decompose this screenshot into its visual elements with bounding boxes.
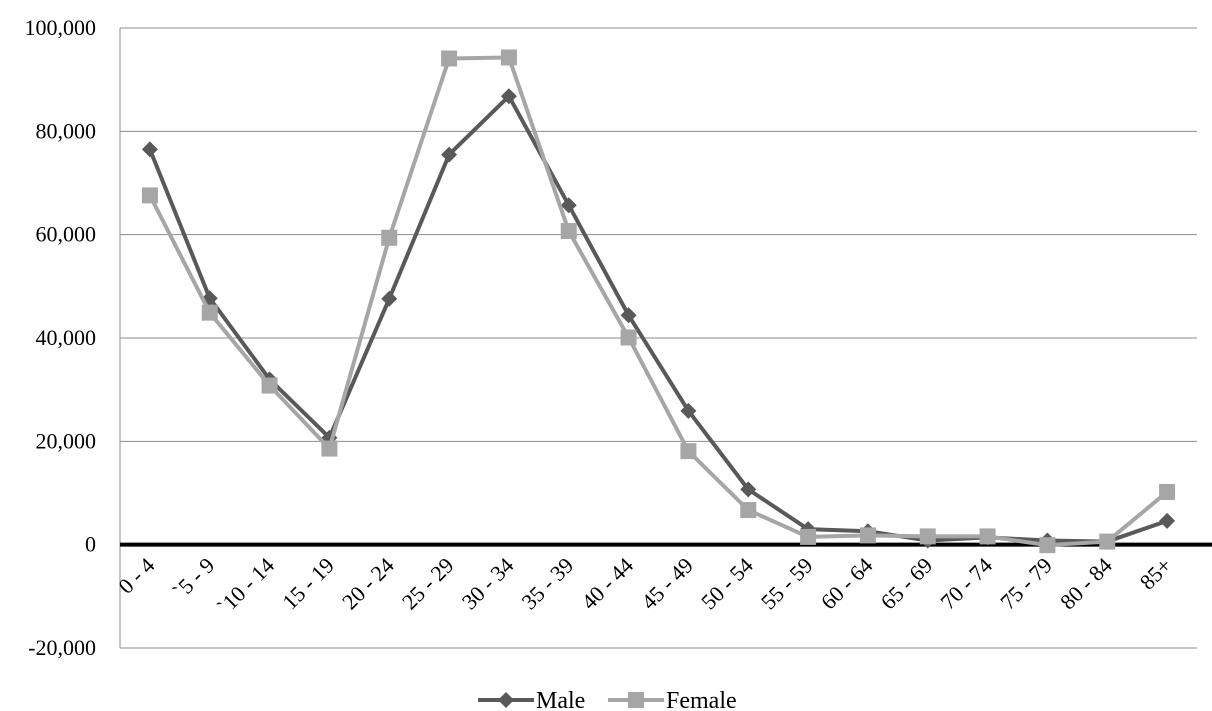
data-point [321, 440, 338, 457]
data-point [381, 229, 398, 246]
y-tick-label: 60,000 [36, 222, 97, 247]
x-tick-label: 45 - 49 [636, 553, 698, 615]
data-point [1159, 512, 1176, 529]
x-tick-label: 30 - 34 [457, 553, 519, 615]
data-point [201, 304, 218, 321]
x-tick-label: `5 - 9 [168, 553, 219, 604]
data-point [560, 223, 577, 240]
series-line [148, 55, 1169, 548]
x-tick-label: 70 - 74 [935, 553, 997, 615]
legend-label: Female [666, 688, 737, 711]
x-tick-label: 25 - 29 [397, 553, 459, 615]
series-female [141, 49, 1176, 554]
data-point [740, 502, 757, 519]
y-tick-label: 80,000 [36, 118, 97, 143]
data-point [1039, 537, 1056, 554]
data-point [1159, 483, 1176, 500]
data-point [141, 187, 158, 204]
y-tick-label: 20,000 [36, 428, 97, 453]
data-point [628, 692, 644, 708]
legend-label: Male [536, 688, 585, 711]
data-point [919, 528, 936, 545]
data-point [560, 197, 577, 214]
data-point [620, 307, 637, 324]
data-point [620, 329, 637, 346]
data-point [500, 88, 517, 105]
data-point [141, 141, 158, 158]
data-point [680, 443, 697, 460]
data-point [381, 290, 398, 307]
plot-series [141, 49, 1176, 554]
data-point [1099, 533, 1116, 550]
data-point [979, 528, 996, 545]
y-tick-label: 40,000 [36, 325, 97, 350]
x-tick-label: 60 - 64 [816, 553, 878, 615]
data-point [498, 692, 514, 708]
y-tick-label: 0 [85, 532, 96, 557]
legend-item-female: Female [608, 688, 737, 711]
data-point [261, 377, 278, 394]
x-tick-label: 50 - 54 [696, 553, 758, 615]
grid-lines [120, 27, 1197, 649]
x-tick-label: 75 - 79 [995, 553, 1057, 615]
x-tick-label: 65 - 69 [876, 553, 938, 615]
x-tick-label: 15 - 19 [277, 553, 339, 615]
data-point [800, 528, 817, 545]
x-tick-label: 85+ [1135, 553, 1177, 595]
legend-item-male: Male [478, 688, 585, 711]
data-point [441, 50, 458, 67]
x-tick-label: 35 - 39 [517, 553, 579, 615]
x-tick-label: 80 - 84 [1055, 553, 1117, 615]
x-tick-label: `10 - 14 [212, 553, 279, 620]
x-tick-label: 20 - 24 [337, 553, 399, 615]
series-male [141, 88, 1176, 550]
legend: Male Female [478, 688, 737, 711]
x-tick-label: 55 - 59 [756, 553, 818, 615]
x-tick-label: 40 - 44 [576, 553, 638, 615]
data-point [859, 527, 876, 544]
y-axis: -20,000 0 20,000 40,000 60,000 80,000 100,000 [25, 15, 121, 660]
data-point [441, 146, 458, 163]
y-tick-label: -20,000 [28, 635, 96, 660]
series-line [148, 94, 1168, 544]
y-tick-label: 100,000 [25, 15, 97, 40]
data-point [500, 49, 517, 66]
data-point [680, 402, 697, 419]
data-point [740, 481, 757, 498]
